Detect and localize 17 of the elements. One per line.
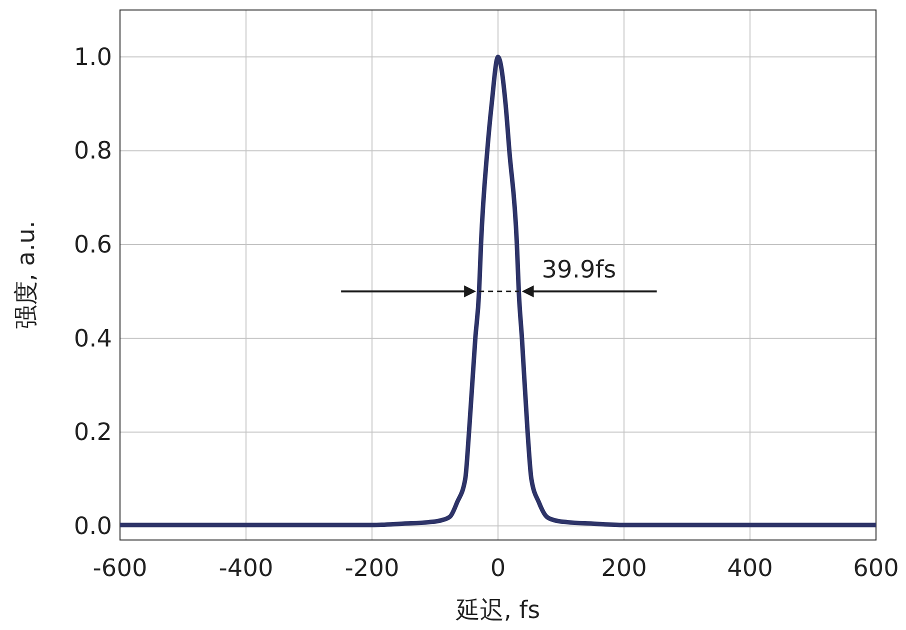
x-tick-label: 0 (490, 554, 506, 582)
x-tick-label: -200 (344, 554, 400, 582)
x-tick-label: 600 (853, 554, 899, 582)
y-axis-title: 强度, a.u. (12, 220, 40, 330)
y-tick-label: 1.0 (74, 42, 112, 71)
y-tick-label: 0.4 (74, 324, 112, 352)
x-tick-label: 400 (727, 554, 773, 582)
x-tick-label: -400 (218, 554, 274, 582)
x-tick-label: -600 (92, 554, 148, 582)
y-tick-label: 0.2 (74, 418, 112, 446)
annotation: 39.9fs (542, 255, 616, 284)
y-tick-label: 0.0 (74, 512, 112, 540)
x-tick-label: 200 (601, 554, 647, 582)
y-tick-label: 0.8 (74, 136, 112, 165)
y-tick-label: 0.6 (74, 230, 112, 259)
x-axis-title: 延迟, fs (454, 596, 540, 624)
line-series (120, 54, 876, 528)
